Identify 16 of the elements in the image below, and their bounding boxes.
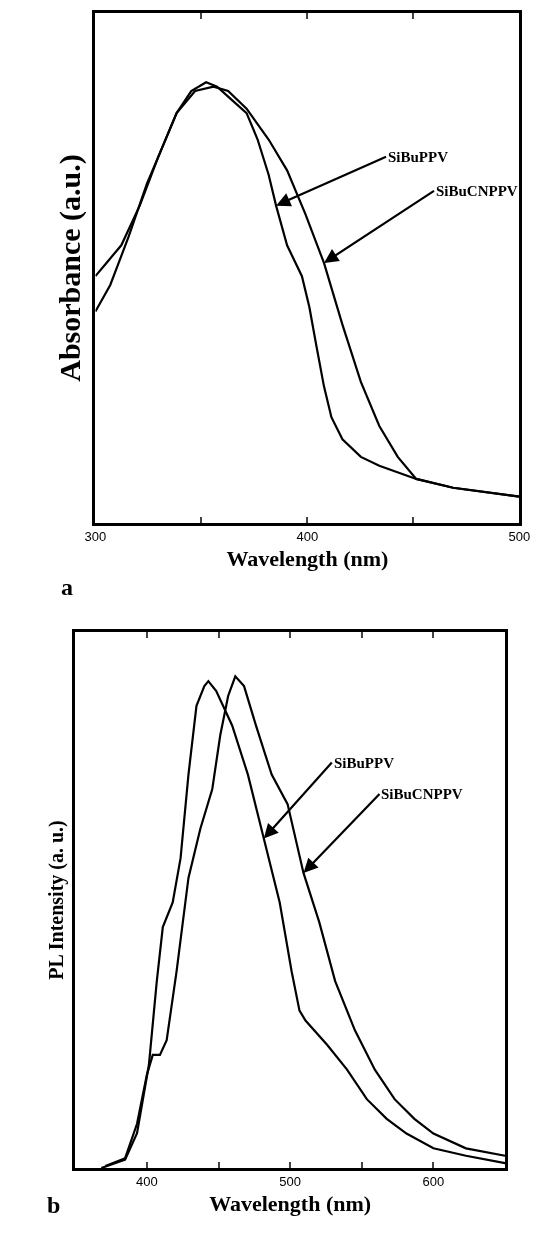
x-axis-title: Wavelength (nm) xyxy=(209,1191,372,1217)
text: b xyxy=(47,1192,61,1218)
annotation: SiBuPPV xyxy=(334,755,395,771)
x-axis-title: Wavelength (nm) xyxy=(226,546,389,572)
annotation: SiBuCNPPV xyxy=(436,183,518,199)
x-tick-label: 600 xyxy=(422,1174,445,1190)
x-tick-label: 500 xyxy=(508,529,531,545)
y-axis-title: PL Intensity (a. u.) xyxy=(45,820,69,980)
x-tick-label: 300 xyxy=(84,529,107,545)
y-axis-title: Absorbance (a.u.) xyxy=(52,154,87,382)
x-tick-label: 500 xyxy=(279,1174,302,1190)
text: a xyxy=(61,574,73,600)
annotation: SiBuPPV xyxy=(388,149,449,165)
x-tick-label: 400 xyxy=(296,529,319,545)
annotation: SiBuCNPPV xyxy=(381,786,463,802)
x-tick-label: 400 xyxy=(136,1174,158,1190)
